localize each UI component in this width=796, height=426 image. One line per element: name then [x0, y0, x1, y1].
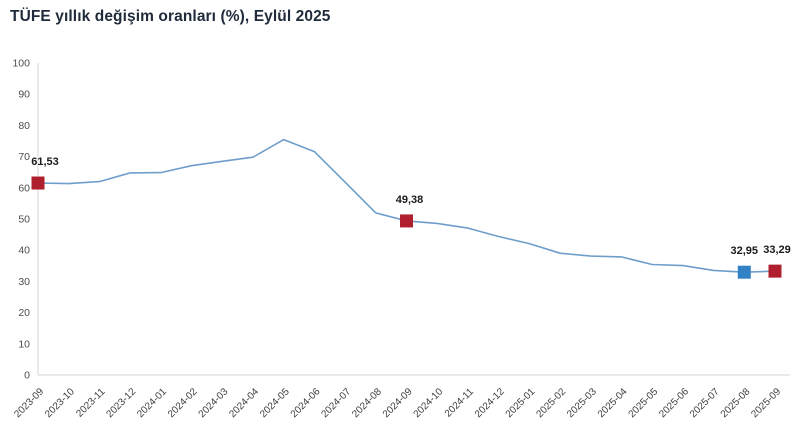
x-tick-label: 2024-04 — [227, 386, 261, 420]
x-tick-label: 2024-12 — [473, 386, 507, 420]
x-tick-label: 2025-01 — [504, 386, 538, 420]
y-tick-label: 30 — [18, 276, 30, 288]
y-tick-label: 0 — [24, 370, 30, 382]
data-marker — [400, 214, 413, 228]
x-tick-label: 2023-10 — [43, 386, 77, 420]
x-tick-label: 2023-09 — [12, 386, 46, 420]
y-tick-label: 20 — [18, 307, 30, 319]
data-label: 49,38 — [396, 194, 424, 206]
data-marker — [737, 265, 751, 279]
y-tick-label: 90 — [18, 89, 30, 101]
x-tick-label: 2025-02 — [534, 386, 568, 420]
y-tick-label: 10 — [18, 338, 30, 350]
x-tick-label: 2025-03 — [565, 386, 599, 420]
y-tick-label: 80 — [18, 120, 30, 132]
x-tick-label: 2025-04 — [596, 386, 630, 420]
x-tick-label: 2025-09 — [749, 386, 783, 420]
y-tick-label: 40 — [18, 245, 30, 257]
data-label: 61,53 — [31, 156, 59, 168]
x-tick-label: 2024-03 — [197, 386, 231, 420]
x-tick-label: 2025-08 — [719, 386, 753, 420]
x-tick-label: 2024-01 — [135, 386, 169, 420]
x-tick-label: 2024-10 — [412, 386, 446, 420]
x-tick-label: 2023-12 — [105, 386, 139, 420]
data-marker — [31, 176, 45, 190]
x-tick-label: 2025-07 — [688, 386, 722, 420]
data-marker — [768, 264, 782, 278]
x-tick-label: 2025-05 — [627, 386, 661, 420]
y-tick-label: 60 — [18, 182, 30, 194]
y-tick-label: 50 — [18, 214, 30, 226]
data-label: 33,29 — [763, 244, 791, 256]
y-tick-label: 100 — [12, 58, 30, 70]
x-tick-label: 2024-06 — [289, 386, 323, 420]
x-tick-label: 2024-11 — [443, 386, 477, 420]
data-label: 32,95 — [731, 245, 759, 257]
x-tick-label: 2024-07 — [319, 386, 353, 420]
x-tick-label: 2023-11 — [74, 386, 108, 420]
x-tick-label: 2024-05 — [258, 386, 292, 420]
chart-title: TÜFE yıllık değişim oranları (%), Eylül … — [10, 8, 331, 25]
x-tick-label: 2025-06 — [657, 386, 691, 420]
x-tick-label: 2024-09 — [381, 386, 415, 420]
x-tick-label: 2024-08 — [350, 386, 384, 420]
y-tick-label: 70 — [18, 151, 30, 163]
x-tick-label: 2024-02 — [166, 386, 200, 420]
